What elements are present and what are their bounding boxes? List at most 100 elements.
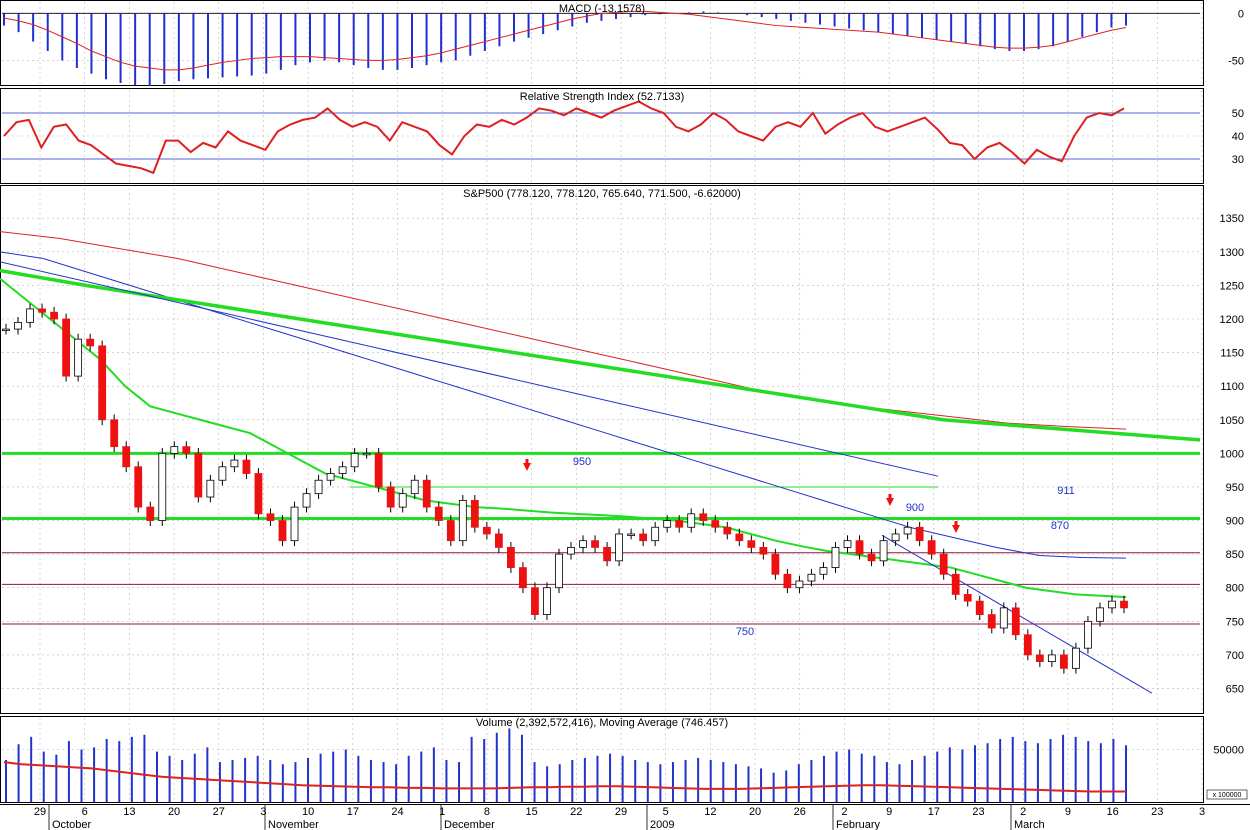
annotation-950: 950 <box>573 456 591 468</box>
candle-body <box>326 473 335 481</box>
y-tick-label: 750 <box>1226 616 1244 628</box>
y-tick-label: 30 <box>1232 154 1244 166</box>
month-label: 2009 <box>650 819 674 830</box>
candle-body <box>134 466 143 508</box>
x-tick-label: 5 <box>663 806 669 818</box>
x-tick-label: 3 <box>1199 806 1205 818</box>
y-tick-label: 700 <box>1226 650 1244 662</box>
candle-body <box>158 452 167 521</box>
candle-body <box>290 506 299 542</box>
axis-layer: 29 6 13 20 27 3 10 17 24 1 8 15 22 29 5 12 20 26 2 9 17 23 2 9 1… <box>34 8 1244 830</box>
y-tick-label: 650 <box>1226 683 1244 695</box>
signal-arrows <box>523 459 960 533</box>
candle-body <box>699 513 708 521</box>
candle-body <box>170 446 179 454</box>
candle-body <box>302 493 311 508</box>
candle-body <box>1011 607 1020 636</box>
macd-title: MACD (-13.1578) <box>559 3 645 15</box>
y-tick-label: 850 <box>1226 549 1244 561</box>
x-tick-label: 12 <box>704 806 716 818</box>
panel-frames <box>0 0 1250 805</box>
macd-panel <box>0 0 1204 86</box>
candle-body <box>1047 654 1056 663</box>
candle-body <box>386 486 395 508</box>
candle-body <box>1059 654 1068 669</box>
ma-red-line <box>0 231 1127 430</box>
y-tick-label: 950 <box>1226 482 1244 494</box>
month-label: December <box>444 819 495 830</box>
y-tick-label: 1300 <box>1220 247 1244 259</box>
volume-layer <box>3 728 1127 802</box>
x-tick-label: 22 <box>570 806 582 818</box>
x-tick-label: 15 <box>525 806 537 818</box>
candle-body <box>194 452 203 498</box>
x-tick-label: 20 <box>168 806 180 818</box>
candle-body <box>146 506 155 521</box>
y-tick-label: 0 <box>1238 8 1244 20</box>
down-arrow-icon <box>886 498 894 506</box>
y-tick-label: -50 <box>1228 55 1244 67</box>
candle-body <box>182 446 191 454</box>
candle-body <box>14 321 22 330</box>
annotation-870: 870 <box>1051 520 1069 532</box>
volume-title: Volume (2,392,572,416), Moving Average (… <box>476 717 728 729</box>
candle-body <box>98 345 107 421</box>
candle-body <box>1084 620 1092 649</box>
candle-body <box>338 466 347 474</box>
volume-unit-box <box>1206 789 1248 800</box>
down-arrow-stem <box>954 521 958 526</box>
candle-body <box>74 338 83 377</box>
x-tick-label: 29 <box>615 806 627 818</box>
annotation-750: 750 <box>736 626 754 638</box>
y-tick-label: 800 <box>1226 583 1244 595</box>
candle-body <box>663 520 672 528</box>
candle-body <box>867 553 876 562</box>
volume-moving-average-line <box>3 761 1126 793</box>
x-tick-label: 23 <box>972 806 984 818</box>
x-tick-label: 1 <box>439 806 445 818</box>
candle-body <box>591 540 599 548</box>
rsi-line <box>3 100 1125 175</box>
candle-body <box>507 547 515 568</box>
y-tick-label: 50000 <box>1213 745 1244 757</box>
y-tick-label: 1200 <box>1220 314 1244 326</box>
candle-body <box>422 479 431 508</box>
y-tick-label: 1050 <box>1220 415 1244 427</box>
candle-body <box>446 520 455 542</box>
down-arrow-icon <box>523 463 531 471</box>
candle-body <box>843 540 852 548</box>
candle-body <box>627 533 636 536</box>
y-tick-label: 1100 <box>1220 381 1244 393</box>
ma-blue-line <box>0 251 1127 559</box>
trendline-blue <box>0 261 939 477</box>
candle-body <box>1023 634 1032 656</box>
month-label: February <box>836 819 881 830</box>
candle-body <box>410 479 419 495</box>
price-title: S&P500 (778.120, 778.120, 765.640, 771.5… <box>463 188 741 200</box>
x-tick-label: 23 <box>1151 806 1163 818</box>
rsi-title: Relative Strength Index (52.7133) <box>520 91 685 103</box>
candle-body <box>987 614 996 629</box>
x-tick-label: 9 <box>1065 806 1071 818</box>
down-arrow-stem <box>888 494 892 499</box>
candle-body <box>434 506 443 521</box>
x-tick-label: 20 <box>749 806 761 818</box>
candle-body <box>278 520 287 542</box>
candle-body <box>975 600 984 615</box>
candle-body <box>951 573 960 595</box>
candle-body <box>927 540 936 555</box>
candle-body <box>230 459 239 468</box>
candle-body <box>711 520 720 528</box>
trendline-green <box>0 268 1201 442</box>
candle-body <box>651 526 660 542</box>
candle-body <box>603 547 611 562</box>
volume-panel <box>0 716 1204 803</box>
candle-body <box>579 540 587 548</box>
x-tick-label: 10 <box>302 806 314 818</box>
candle-body <box>567 547 575 555</box>
candle-body <box>1108 600 1116 609</box>
x-tick-label: 27 <box>213 806 225 818</box>
candle-body <box>519 567 527 589</box>
candle-body <box>855 540 864 555</box>
